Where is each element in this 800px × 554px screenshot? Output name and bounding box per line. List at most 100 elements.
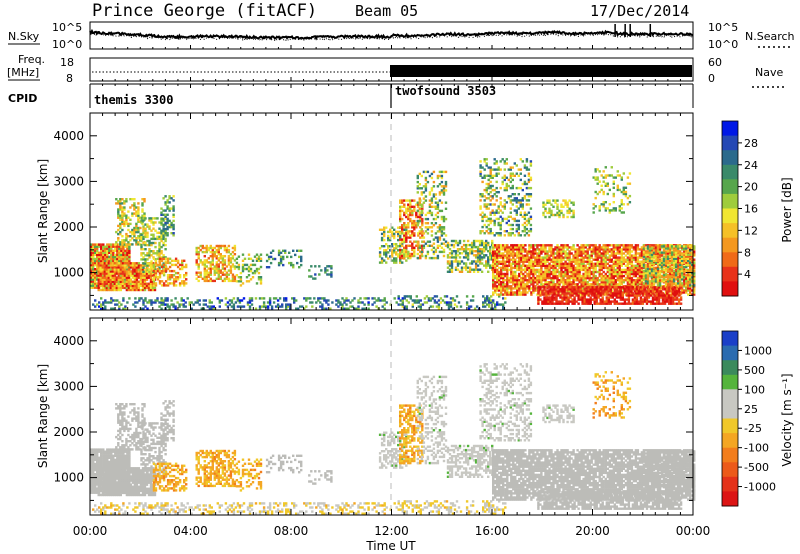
power-cell	[94, 243, 97, 246]
power-cell	[108, 301, 111, 304]
power-cell	[236, 297, 240, 300]
power-cell	[188, 301, 191, 304]
power-cell	[154, 252, 157, 255]
power-cell	[137, 270, 141, 273]
power-cell	[554, 262, 557, 265]
power-cell	[395, 259, 398, 262]
power-cell	[170, 223, 173, 227]
power-cell	[518, 279, 521, 282]
power-cell	[120, 249, 123, 252]
power-cell	[109, 268, 112, 271]
power-cell	[247, 267, 251, 271]
power-cell	[462, 243, 466, 247]
power-cell	[154, 261, 158, 265]
power-cell	[498, 260, 501, 263]
power-cell	[502, 244, 505, 247]
power-cell	[300, 255, 303, 259]
power-cell	[489, 258, 492, 261]
power-cell	[487, 203, 490, 206]
power-cell	[203, 279, 206, 283]
power-cell	[596, 283, 599, 286]
power-cell	[128, 249, 131, 252]
power-cell	[96, 282, 99, 285]
power-cell	[188, 303, 191, 306]
power-cell	[582, 268, 585, 272]
power-cell	[209, 269, 212, 272]
power-cell	[399, 201, 402, 204]
power-cell	[492, 264, 495, 267]
power-cell	[162, 230, 165, 233]
power-cell	[440, 250, 444, 254]
power-cell	[564, 246, 567, 249]
power-cell	[506, 252, 509, 255]
power-cell	[485, 243, 488, 247]
power-cell	[482, 295, 485, 298]
power-cell	[596, 252, 599, 255]
power-cell	[149, 264, 153, 267]
power-cell	[520, 281, 523, 284]
power-cell	[403, 238, 406, 241]
power-cell	[519, 172, 522, 175]
power-cell	[131, 268, 135, 271]
power-cell	[436, 211, 440, 215]
power-cell	[500, 270, 503, 274]
power-cell	[448, 268, 452, 271]
power-cell	[231, 265, 235, 268]
power-cell	[96, 251, 99, 254]
power-cell	[110, 251, 113, 254]
power-cell	[529, 223, 533, 227]
power-cell	[176, 278, 180, 281]
power-cell	[315, 301, 318, 304]
power-cell	[604, 256, 607, 259]
power-cell	[431, 305, 435, 308]
power-cell	[582, 248, 585, 251]
power-cell	[195, 253, 198, 256]
power-cell	[166, 217, 169, 221]
power-cell	[144, 258, 147, 261]
power-cell	[602, 276, 605, 280]
power-cell	[106, 249, 109, 252]
power-cell	[207, 273, 210, 276]
power-cell	[594, 252, 597, 255]
power-cell	[602, 252, 605, 255]
power-cell	[544, 246, 547, 249]
power-cell	[485, 197, 488, 200]
power-cell	[508, 254, 511, 257]
power-cell	[448, 248, 452, 251]
power-cell	[282, 263, 285, 267]
power-cell	[289, 307, 292, 310]
power-cell	[286, 255, 289, 259]
power-cell	[497, 211, 500, 214]
power-cell	[438, 238, 442, 241]
power-cell	[211, 246, 214, 250]
power-cell	[576, 254, 579, 257]
power-cell	[495, 174, 498, 177]
power-cell	[176, 259, 180, 262]
power-cell	[413, 299, 416, 302]
power-cell	[518, 264, 521, 267]
noise-sky-trace	[89, 28, 694, 41]
power-cell	[121, 216, 124, 219]
power-cell	[525, 213, 529, 216]
power-cell	[492, 272, 495, 276]
power-cell	[277, 261, 281, 265]
power-cell	[494, 307, 497, 310]
power-cell	[522, 274, 525, 278]
power-cell	[544, 270, 547, 274]
power-cell	[552, 279, 555, 282]
power-cell	[421, 254, 424, 258]
power-cell	[113, 262, 116, 265]
power-cell	[526, 287, 529, 290]
power-cell	[227, 250, 231, 254]
power-cell	[119, 268, 122, 271]
power-cell	[119, 208, 122, 211]
power-cell	[417, 246, 420, 249]
power-cell	[497, 166, 500, 169]
power-cell	[202, 303, 205, 306]
power-cell	[123, 266, 127, 269]
power-cell	[197, 271, 200, 274]
power-cell	[164, 256, 167, 259]
power-cell	[223, 277, 227, 280]
power-cell	[292, 249, 295, 252]
power-cell	[326, 269, 329, 272]
